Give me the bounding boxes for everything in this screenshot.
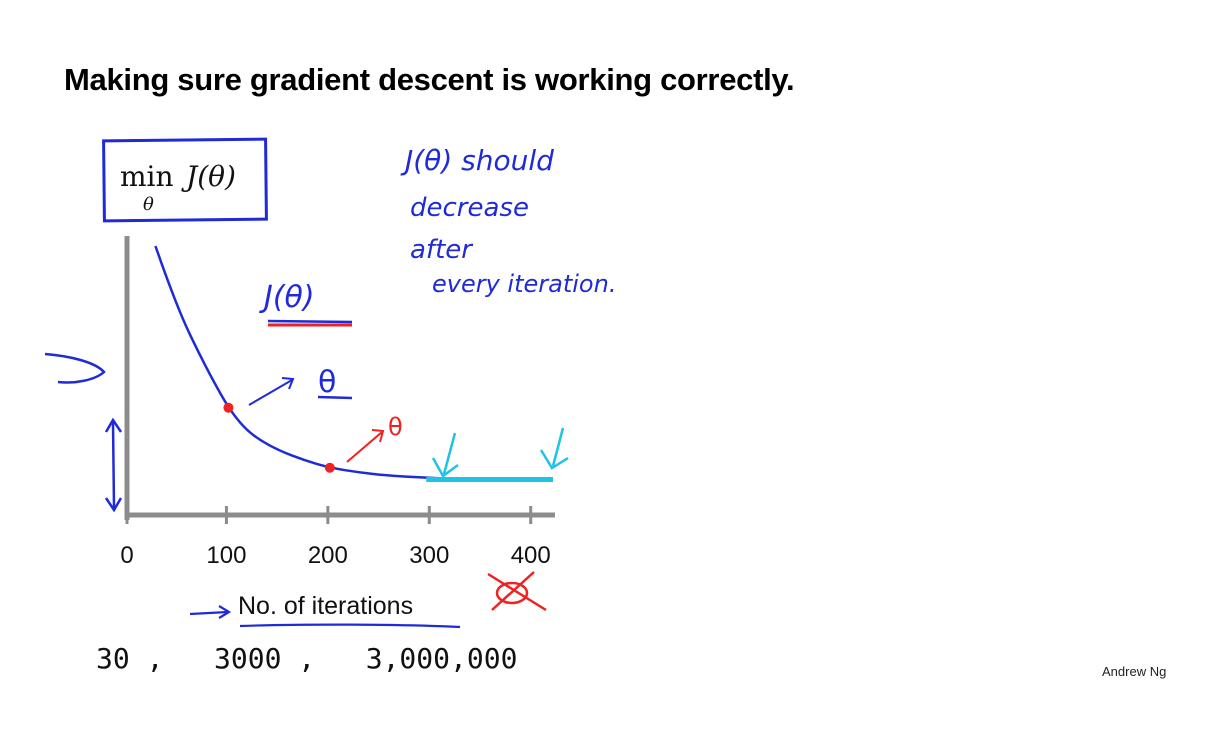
theta-blue-annotation: θ (248, 365, 353, 406)
squiggle-arrow-icon (44, 352, 106, 384)
handwritten-note: J(θ) should decrease after every iterati… (400, 144, 616, 298)
slide-title: Making sure gradient descent is working … (64, 62, 795, 97)
left-arrows (44, 352, 123, 513)
x-tick-label: 400 (511, 542, 551, 569)
objective-min: min (120, 160, 174, 193)
objective-function: J(θ) (181, 160, 236, 193)
objective-box: min θ J(θ) (102, 137, 268, 223)
x-tick-label: 200 (308, 542, 348, 569)
xlabel-decorations (189, 605, 461, 629)
x-tick-label: 300 (409, 542, 449, 569)
cost-chart: 0 100 200 300 400 No. of iterations (120, 236, 555, 620)
highlight-point (223, 402, 234, 413)
note-line-1: J(θ) should (400, 144, 554, 177)
x-tick-label: 0 (120, 542, 133, 569)
svg-text:θ: θ (318, 365, 336, 400)
theta-red-annotation: θ (346, 413, 403, 463)
svg-text:J(θ): J(θ) (259, 280, 315, 315)
double-arrow-icon (111, 421, 116, 509)
note-line-4: every iteration. (432, 270, 616, 298)
converged-arrows (431, 427, 569, 478)
red-crossed-icon (487, 571, 547, 612)
note-line-3: after (410, 235, 474, 265)
objective-subscript: θ (143, 194, 154, 215)
x-tick-label: 100 (206, 542, 246, 569)
highlight-point (324, 462, 335, 473)
curve-label: J(θ) (259, 280, 353, 327)
x-axis-label: No. of iterations (238, 592, 413, 620)
author-credit: Andrew Ng (1102, 664, 1167, 679)
svg-text:θ: θ (388, 413, 403, 441)
iteration-examples: 30 , 3000 , 3,000,000 (96, 642, 517, 675)
note-line-2: decrease (410, 193, 529, 223)
